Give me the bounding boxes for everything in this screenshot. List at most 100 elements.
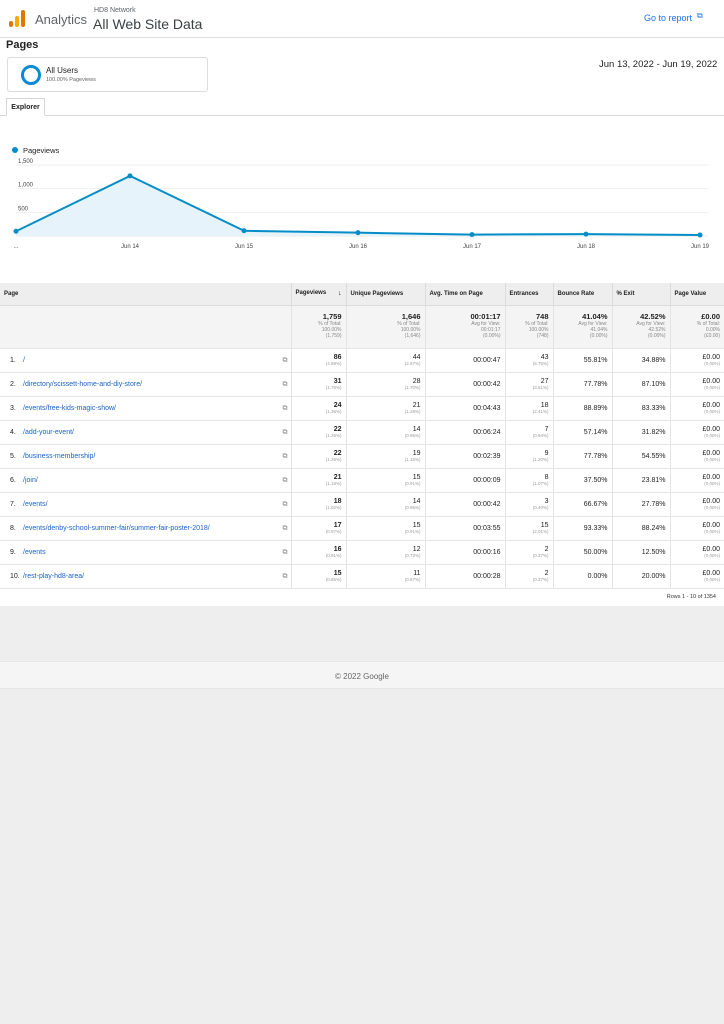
unique-pageviews-cell: 19 (1.15%) — [346, 444, 426, 469]
row-index: 4. — [10, 428, 16, 436]
page-cell: 2. /directory/scissett-home-and-diy-store… — [0, 372, 292, 397]
exit-cell: 12.50% — [612, 540, 671, 565]
data-point — [583, 231, 589, 237]
x-tick-label: Jun 14 — [121, 244, 140, 250]
entrances-cell: 9 (1.20%) — [505, 444, 554, 469]
bounce-rate-cell: 55.81% — [553, 348, 613, 373]
open-page-icon[interactable]: ⧉ — [282, 524, 288, 532]
tab-bar-line — [0, 115, 724, 116]
pageviews-cell: 31 (1.76%) — [291, 372, 347, 397]
row-index: 6. — [10, 476, 16, 484]
pageviews-cell: 24 (1.36%) — [291, 396, 347, 421]
page-link[interactable]: / — [23, 356, 25, 364]
row-index: 9. — [10, 548, 16, 556]
arrow-down-icon: ↓ — [338, 290, 342, 298]
open-page-icon[interactable]: ⧉ — [282, 356, 288, 364]
page-link[interactable]: /add-your-event/ — [23, 428, 74, 436]
col-header-pageviews-label: Pageviews — [295, 290, 327, 297]
tab-explorer[interactable]: Explorer — [6, 98, 45, 116]
avg-time-cell: 00:06:24 — [425, 420, 506, 445]
report-page: Analytics HD8 Network All Web Site Data … — [0, 0, 724, 606]
date-range[interactable]: Jun 13, 2022 - Jun 19, 2022 — [599, 59, 718, 70]
col-header-page[interactable]: Page — [0, 283, 292, 306]
page-link[interactable]: /events/ — [23, 500, 48, 508]
open-page-icon[interactable]: ⧉ — [282, 404, 288, 412]
page-cell: 1. / ⧉ — [0, 348, 292, 373]
exit-cell: 88.24% — [612, 516, 671, 541]
page-cell: 8. /events/denby-school-summer-fair/summe… — [0, 516, 292, 541]
row-index: 8. — [10, 524, 16, 532]
open-page-icon[interactable]: ⧉ — [282, 572, 288, 580]
pageviews-chart: Pageviews 1,500 1,000 500... Jun 14 Jun 15 Jun… — [12, 146, 710, 250]
table-row: 8. /events/denby-school-summer-fair/summe… — [0, 516, 724, 541]
page-link[interactable]: /rest-play-hd8-area/ — [23, 572, 85, 580]
footer-copyright: © 2022 Google — [0, 661, 724, 689]
pageviews-cell: 22 (1.25%) — [291, 420, 347, 445]
open-page-icon[interactable]: ⧉ — [282, 452, 288, 460]
col-header-bounce-rate[interactable]: Bounce Rate — [553, 283, 613, 306]
pageviews-cell: 17 (0.97%) — [291, 516, 347, 541]
unique-pageviews-cell: 15 (0.91%) — [346, 516, 426, 541]
page-value-cell: £0.00 (0.00%) — [670, 348, 724, 373]
y-tick-label: 1,500 — [18, 159, 34, 165]
unique-pageviews-cell: 11 (0.67%) — [346, 564, 426, 589]
page-value-cell: £0.00 (0.00%) — [670, 540, 724, 565]
page-link[interactable]: /events — [23, 548, 46, 556]
avg-time-cell: 00:00:47 — [425, 348, 506, 373]
external-link-icon[interactable]: ⧉ — [697, 11, 703, 20]
row-index: 3. — [10, 404, 16, 412]
page-cell: 9. /events ⧉ — [0, 540, 292, 565]
row-index: 10. — [10, 572, 20, 580]
page-link[interactable]: /business-membership/ — [23, 452, 96, 460]
data-point — [469, 232, 475, 238]
open-page-icon[interactable]: ⧉ — [282, 380, 288, 388]
col-header-exit[interactable]: % Exit — [612, 283, 671, 306]
table-row: 5. /business-membership/ ⧉ 22 (1.25%) 19 (1.15… — [0, 444, 724, 469]
open-page-icon[interactable]: ⧉ — [282, 476, 288, 484]
col-header-page-value[interactable]: Page Value — [670, 283, 724, 306]
open-page-icon[interactable]: ⧉ — [282, 428, 288, 436]
data-table: Page Pageviews ↓ Unique Pageviews Avg. T… — [0, 283, 724, 589]
col-header-pageviews[interactable]: Pageviews ↓ — [291, 283, 347, 306]
pageviews-cell: 16 (0.91%) — [291, 540, 347, 565]
page-link[interactable]: /join/ — [23, 476, 38, 484]
entrances-cell: 3 (0.40%) — [505, 492, 554, 517]
bounce-rate-cell: 88.89% — [553, 396, 613, 421]
table-row: 7. /events/ ⧉ 18 (1.02%) 14 (0.85%) 00:00:42 3 (0… — [0, 492, 724, 517]
view-name[interactable]: All Web Site Data — [93, 16, 203, 32]
legend-label: Pageviews — [23, 146, 60, 155]
totals-cell: 1,646% of Total: 100.00% (1,646) — [346, 305, 426, 349]
unique-pageviews-cell: 44 (2.67%) — [346, 348, 426, 373]
page-cell: 10./rest-play-hd8-area/ ⧉ — [0, 564, 292, 589]
exit-cell: 54.55% — [612, 444, 671, 469]
exit-cell: 20.00% — [612, 564, 671, 589]
unique-pageviews-cell: 12 (0.73%) — [346, 540, 426, 565]
col-header-unique-pageviews[interactable]: Unique Pageviews — [346, 283, 426, 306]
pageviews-cell: 18 (1.02%) — [291, 492, 347, 517]
row-index: 7. — [10, 500, 16, 508]
page-link[interactable]: /events/denby-school-summer-fair/summer-… — [23, 524, 210, 532]
page-cell: 4. /add-your-event/ ⧉ — [0, 420, 292, 445]
totals-page-cell — [0, 305, 292, 349]
col-header-avg-time[interactable]: Avg. Time on Page — [425, 283, 506, 306]
totals-cell: £0.00% of Total: 0.00% (£0.00) — [670, 305, 724, 349]
unique-pageviews-cell: 21 (1.28%) — [346, 396, 426, 421]
entrances-cell: 2 (0.27%) — [505, 564, 554, 589]
open-page-icon[interactable]: ⧉ — [282, 548, 288, 556]
page-cell: 7. /events/ ⧉ — [0, 492, 292, 517]
pageviews-cell: 15 (0.85%) — [291, 564, 347, 589]
table-row: 6. /join/ ⧉ 21 (1.19%) 15 (0.91%) 00:00:09 8 (1.0… — [0, 468, 724, 493]
unique-pageviews-cell: 14 (0.85%) — [346, 492, 426, 517]
page-link[interactable]: /events/free-kids-magic-show/ — [23, 404, 116, 412]
open-page-icon[interactable]: ⧉ — [282, 500, 288, 508]
property-name[interactable]: HD8 Network — [94, 7, 136, 14]
avg-time-cell: 00:03:55 — [425, 516, 506, 541]
page-cell: 6. /join/ ⧉ — [0, 468, 292, 493]
page-link[interactable]: /directory/scissett-home-and-diy-store/ — [23, 380, 143, 388]
go-to-report-link[interactable]: Go to report — [644, 13, 693, 23]
bounce-rate-cell: 50.00% — [553, 540, 613, 565]
segment-card[interactable]: All Users 100.00% Pageviews — [7, 57, 208, 92]
unique-pageviews-cell: 28 (1.70%) — [346, 372, 426, 397]
col-header-entrances[interactable]: Entrances — [505, 283, 554, 306]
y-tick-label: 1,000 — [18, 183, 34, 189]
